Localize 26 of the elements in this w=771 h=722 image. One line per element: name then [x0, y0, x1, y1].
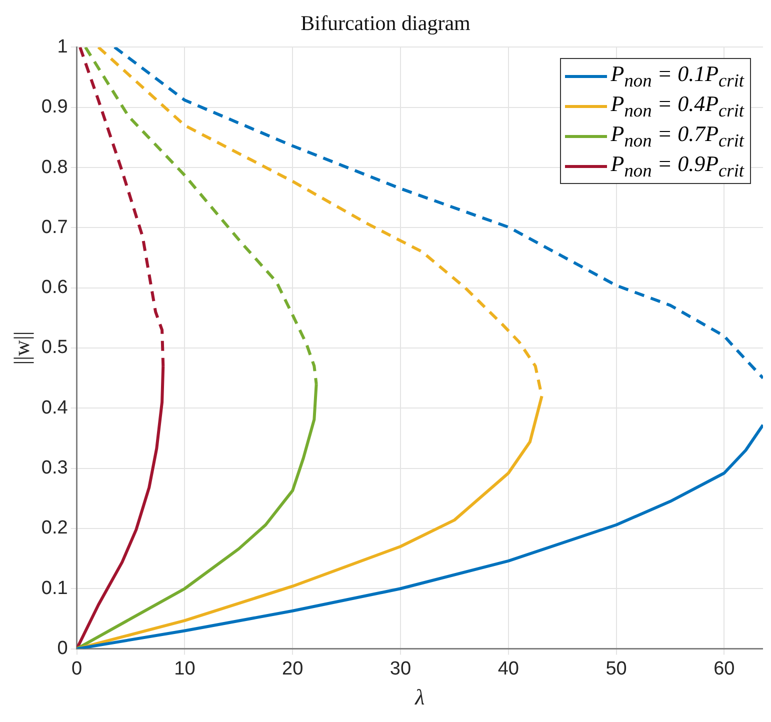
y-axis-title: ||w|| [8, 331, 34, 365]
chart-title: Bifurcation diagram [300, 11, 470, 36]
line-series [113, 47, 763, 380]
legend-label: P$_{non}$ = 0.1P$_{crit}$ [610, 60, 744, 92]
x-tick-label: 50 [606, 658, 627, 680]
x-tick-label: 40 [498, 658, 519, 680]
legend-label: P$_{non}$ = 0.4P$_{crit}$ [610, 90, 744, 122]
y-tick-label: 1 [57, 36, 68, 58]
x-tick-label: 10 [174, 658, 196, 680]
y-tick-label: 0 [57, 638, 68, 660]
y-tick-label: 0.8 [41, 156, 68, 178]
x-tick-label: 60 [714, 658, 735, 680]
y-tick-label: 0.9 [41, 96, 68, 118]
x-axis-title: λ [414, 684, 425, 710]
y-tick-label: 0.4 [41, 397, 68, 418]
legend-label: P$_{non}$ = 0.9P$_{crit}$ [610, 150, 744, 182]
x-tick-label: 0 [72, 658, 82, 680]
legend-label: P$_{non}$ = 0.7P$_{crit}$ [610, 120, 744, 152]
y-tick-label: 0.3 [41, 458, 68, 479]
y-tick-label: 0.5 [41, 337, 68, 358]
y-tick-label: 0.1 [41, 578, 68, 599]
x-tick-label: 30 [390, 658, 412, 680]
y-tick-label: 0.7 [41, 216, 68, 238]
y-tick-label: 0.6 [41, 277, 68, 298]
x-tick-label: 20 [282, 658, 304, 680]
y-tick-label: 0.2 [41, 518, 68, 539]
